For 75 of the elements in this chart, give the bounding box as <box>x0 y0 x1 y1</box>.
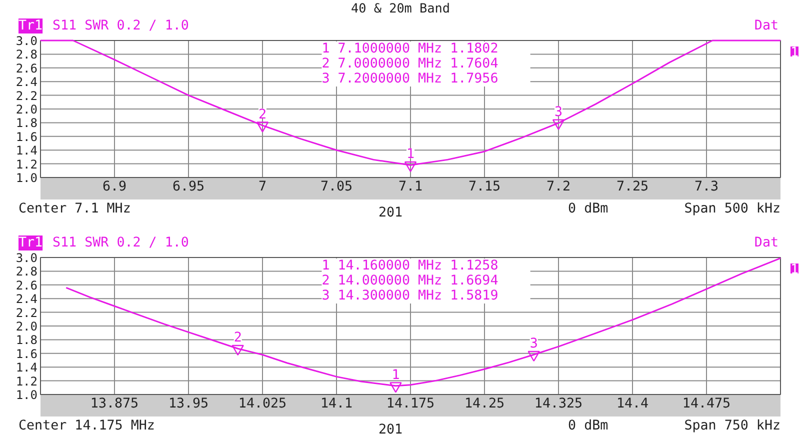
annotation: 2 7.0000000 MHz 1.7604 <box>322 56 498 72</box>
annotation: 1 7.1000000 MHz 1.1802 <box>322 42 498 56</box>
x-tick-label: 14.25 <box>464 396 505 412</box>
annotation: 2 <box>258 107 267 122</box>
y-tick-label: 3.0 <box>16 251 38 265</box>
x-tick-label: 14.175 <box>386 396 435 412</box>
text: 201 <box>378 422 403 434</box>
text: Dat <box>754 18 779 34</box>
y-tick-label: 2.8 <box>16 48 38 62</box>
y-tick-label: 1.8 <box>16 333 38 348</box>
y-tick-label: 2.0 <box>16 102 38 116</box>
annotation: 3 <box>554 105 563 120</box>
y-tick-label: 2.0 <box>16 320 38 334</box>
annotation: 3 14.300000 MHz 1.5819 <box>322 288 498 304</box>
x-tick-label: 14.325 <box>534 396 583 412</box>
point <box>528 350 540 362</box>
text: Center 7.1 MHz <box>18 202 131 216</box>
annotation: 3 <box>530 336 538 352</box>
x-tick-label: 14.475 <box>682 396 731 412</box>
text: Span 500 kHz <box>684 202 781 216</box>
y-tick-label: 1.2 <box>16 157 38 172</box>
x-tick-label: 7.15 <box>468 180 501 194</box>
text: Center 14.175 MHz <box>18 418 155 434</box>
y-tick-label: 1.6 <box>16 130 38 144</box>
x-tick-label: 7.3 <box>694 180 719 194</box>
y-tick-label: 3.0 <box>16 34 38 48</box>
y-tick-label: 2.6 <box>16 278 38 292</box>
text: 1 <box>790 46 799 60</box>
annotation: 1 <box>392 368 400 383</box>
y-tick-label: 2.4 <box>16 292 38 306</box>
text: 1 <box>790 262 799 278</box>
point <box>232 344 244 356</box>
point <box>390 382 402 393</box>
x-tick-label: 6.9 <box>102 180 127 194</box>
y-tick-label: 2.2 <box>16 306 38 320</box>
y-tick-label: 2.2 <box>16 88 38 103</box>
text: 201 <box>378 206 403 220</box>
annotation: 2 14.000000 MHz 1.6694 <box>322 274 498 288</box>
text: S11 SWR 0.2 / 1.0 <box>52 18 189 34</box>
x-tick-label: 7.25 <box>616 180 649 194</box>
text: 0 dBm <box>568 202 608 216</box>
text: 0 dBm <box>568 418 608 434</box>
y-tick-label: 2.6 <box>16 61 38 76</box>
x-tick-label: 14.1 <box>320 396 353 412</box>
x-tick-label: 6.95 <box>172 180 205 194</box>
point <box>256 122 269 132</box>
x-tick-label: 13.95 <box>168 396 209 412</box>
chart-title: 40 & 20m Band <box>350 0 450 16</box>
y-tick-label: 1.4 <box>16 144 38 158</box>
x-tick-label: 14.4 <box>616 396 649 412</box>
text: S11 SWR 0.2 / 1.0 <box>52 236 189 250</box>
x-tick-label: 7.2 <box>546 180 571 194</box>
point <box>552 119 565 130</box>
y-tick-label: 1.0 <box>16 388 38 402</box>
point <box>404 161 417 172</box>
text: Tr1 <box>18 18 43 34</box>
y-tick-label: 1.6 <box>16 346 38 361</box>
annotation: 1 <box>406 147 415 162</box>
x-tick-label: 7.05 <box>320 180 353 194</box>
annotation: 1 14.160000 MHz 1.1258 <box>322 258 498 274</box>
y-tick-label: 2.8 <box>16 264 38 279</box>
text: Tr1 <box>18 236 43 250</box>
y-tick-label: 1.8 <box>16 116 38 130</box>
x-tick-label: 7.1 <box>398 180 423 194</box>
x-tick-label: 14.025 <box>238 396 287 412</box>
text: Dat <box>754 236 779 250</box>
x-tick-label: 13.875 <box>90 396 139 412</box>
x-tick-label: 7 <box>258 180 267 194</box>
y-tick-label: 1.0 <box>16 171 38 185</box>
text: Span 750 kHz <box>684 418 781 434</box>
y-tick-label: 1.4 <box>16 360 38 375</box>
annotation: 2 <box>234 330 242 346</box>
y-tick-label: 2.4 <box>16 75 38 90</box>
annotation: 3 7.2000000 MHz 1.7956 <box>322 72 498 86</box>
y-tick-label: 1.2 <box>16 374 38 388</box>
